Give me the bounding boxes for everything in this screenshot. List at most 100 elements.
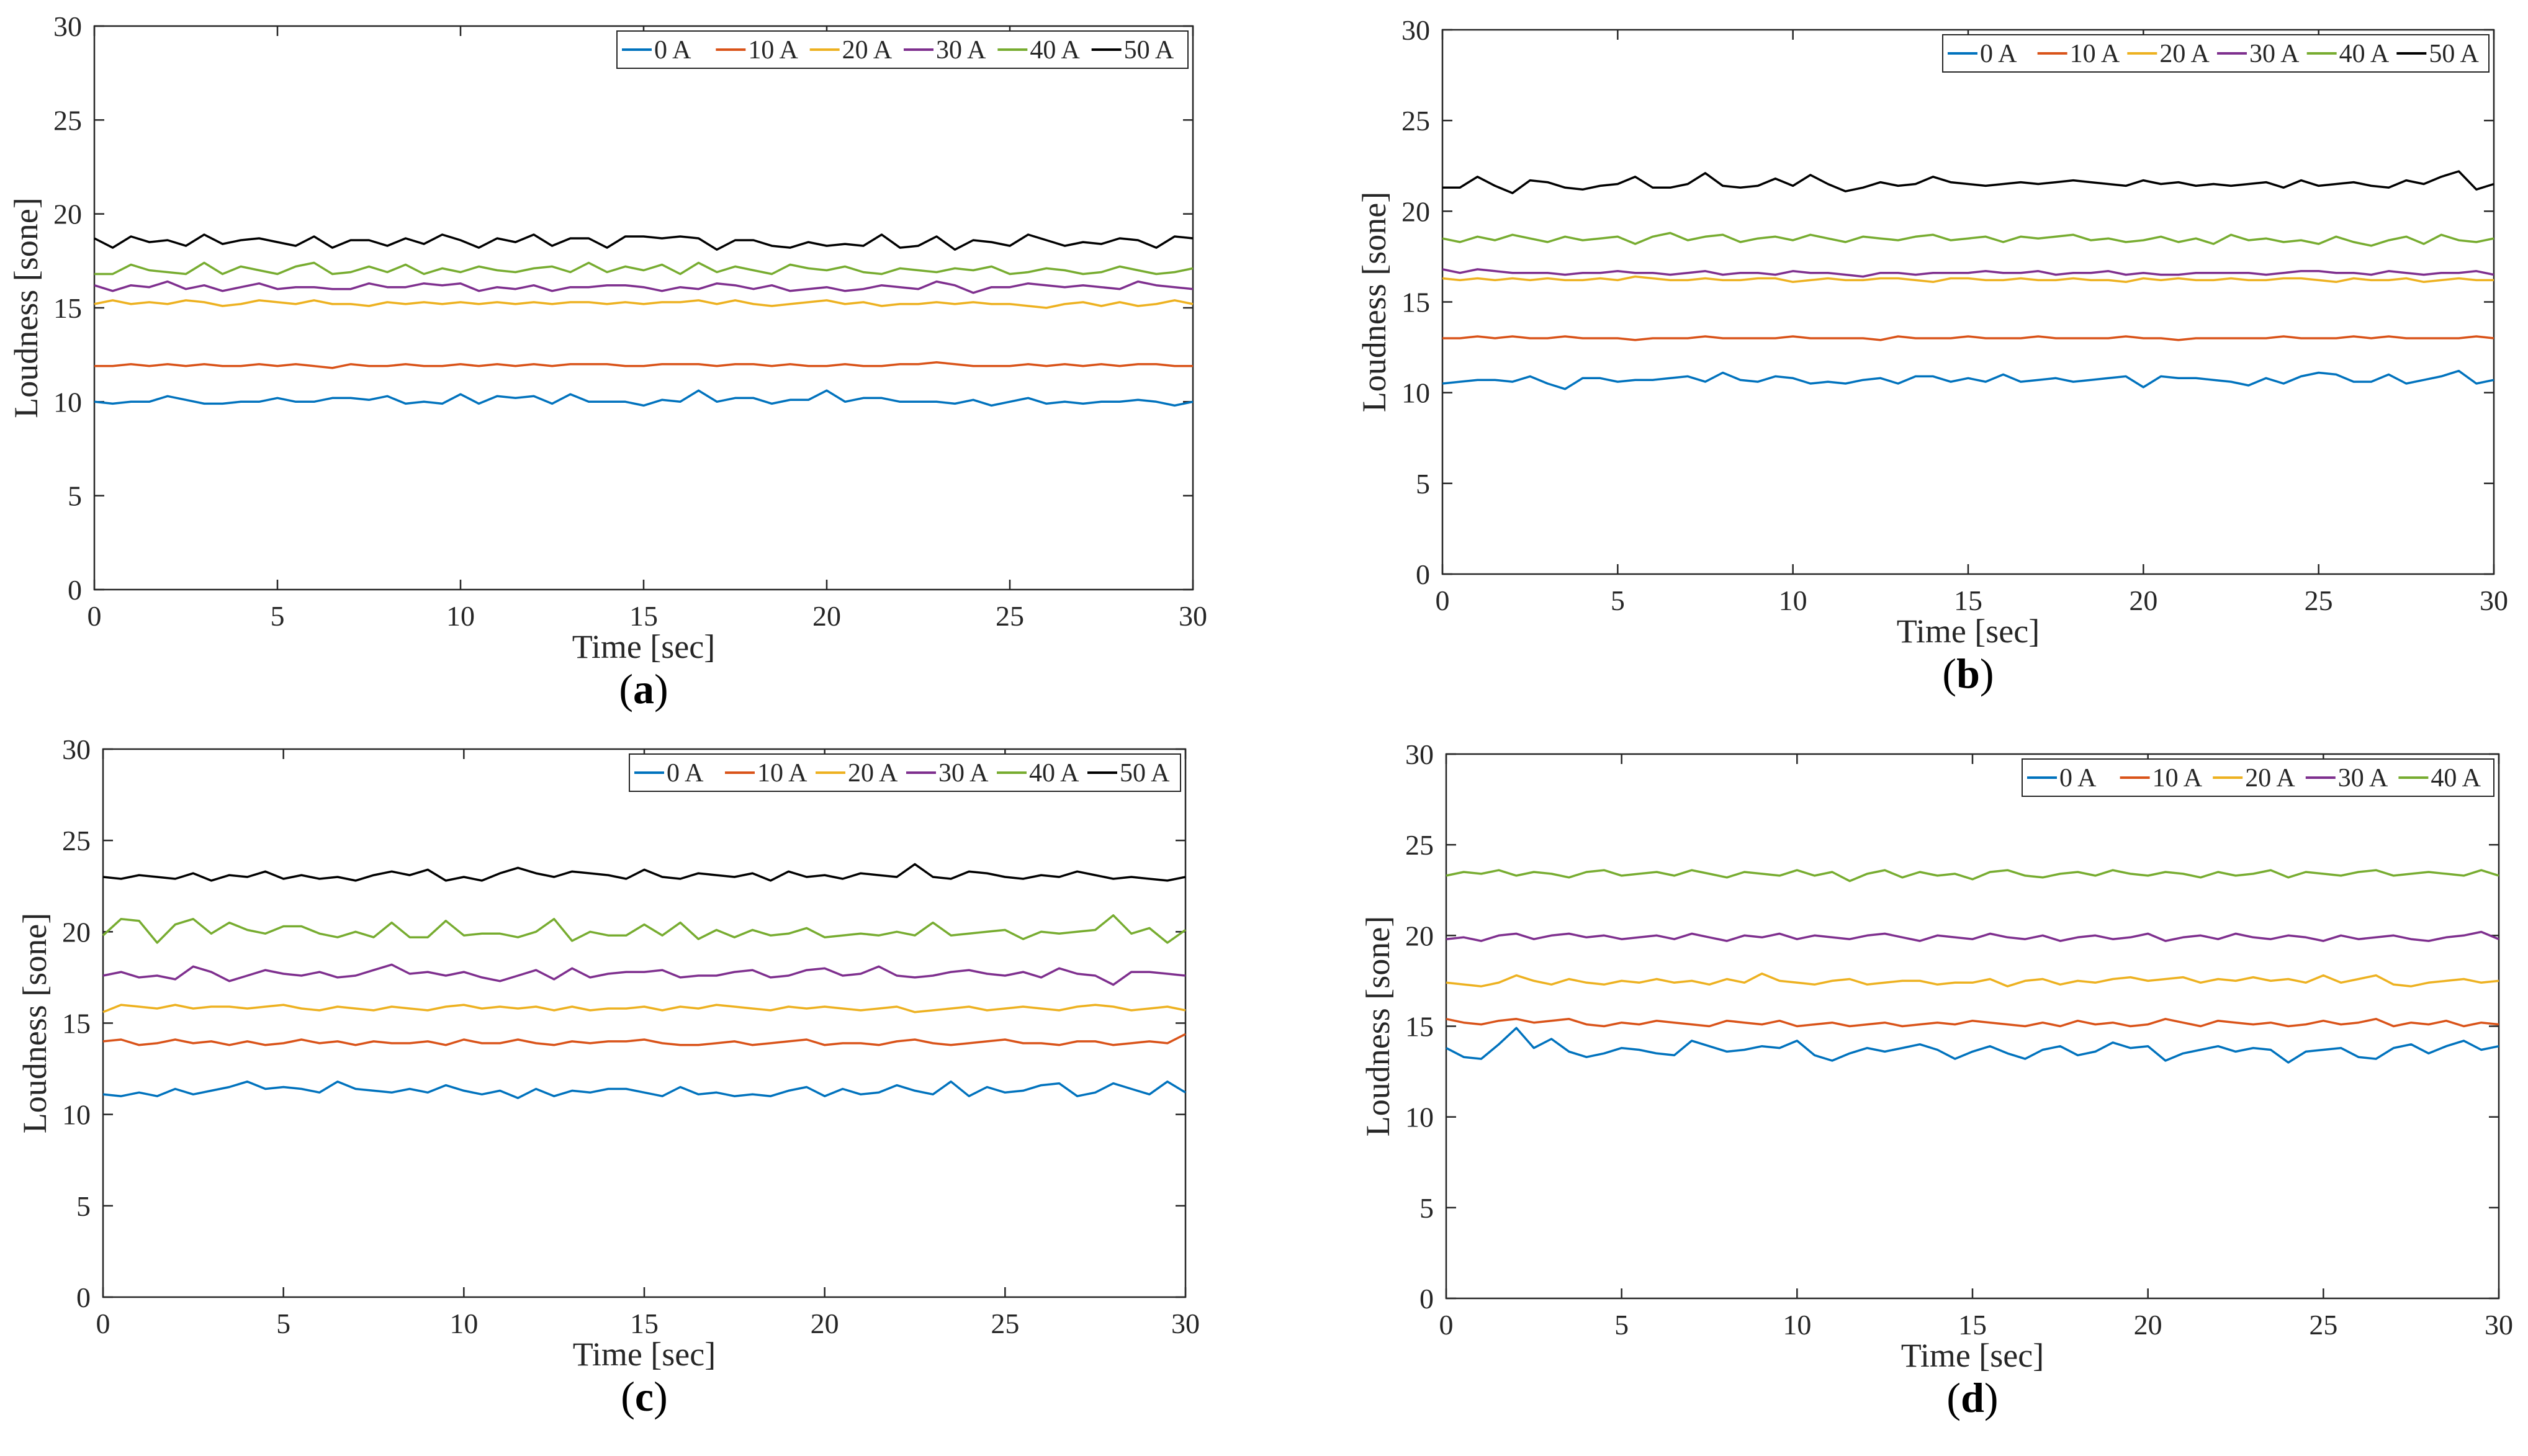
y-tick-label: 20 xyxy=(1401,195,1430,227)
y-tick-label: 10 xyxy=(1405,1102,1434,1133)
series-line-30a xyxy=(94,280,1194,294)
x-tick-label: 20 xyxy=(2129,585,2157,616)
plot-area-frame xyxy=(1445,753,2500,1300)
series-line-0a xyxy=(1442,369,2494,390)
legend-entry-label: 50 A xyxy=(1124,36,1174,65)
series-line-40a xyxy=(1442,231,2494,247)
series-line-30a xyxy=(1442,268,2494,278)
caption-open-paren: ( xyxy=(1942,650,1956,697)
plot-area-frame xyxy=(102,748,1187,1298)
y-axis-label: Loudness [sone] xyxy=(1359,916,1397,1136)
series-line-10a xyxy=(1446,1018,2499,1028)
caption-letter: c xyxy=(635,1373,654,1420)
legend-entry-label: 10 A xyxy=(2070,40,2120,68)
caption-letter: d xyxy=(1961,1374,1984,1421)
y-tick-label: 15 xyxy=(1405,1011,1434,1043)
legend: 0 A 10 A 20 A 30 A 40 A xyxy=(2022,758,2494,797)
series-line-10a xyxy=(94,361,1193,369)
x-tick-label: 30 xyxy=(2480,585,2508,616)
legend-entry-label: 50 A xyxy=(1120,759,1170,788)
legend-entry-label: 50 A xyxy=(2429,40,2479,68)
x-tick-label: 20 xyxy=(2134,1309,2162,1341)
y-tick-label: 0 xyxy=(68,574,82,606)
x-axis-label: Time [sec] xyxy=(1897,613,2040,650)
series-line-50a xyxy=(1442,170,2494,194)
series-line-50a xyxy=(94,233,1194,251)
x-axis-label: Time [sec] xyxy=(573,1336,716,1373)
panel-caption: (b) xyxy=(1942,650,1994,697)
series-line-30a xyxy=(1446,930,2499,942)
y-tick-label: 5 xyxy=(76,1190,91,1222)
caption-open-paren: ( xyxy=(619,665,633,712)
y-tick-label: 0 xyxy=(76,1282,91,1313)
x-tick-label: 15 xyxy=(1958,1309,1987,1341)
legend: 0 A 10 A 20 A 30 A 40 A 50 A xyxy=(629,753,1181,792)
legend-entry-label: 10 A xyxy=(748,36,798,65)
chart-panel-a: 0 5 10 15 20 25 30 0 5 10 15 20 25 30 Time [sec] Loudne… xyxy=(7,11,1207,712)
caption-letter: b xyxy=(1956,650,1980,697)
y-tick-label: 20 xyxy=(1405,920,1434,951)
y-tick-label: 15 xyxy=(62,1008,91,1040)
y-tick-label: 15 xyxy=(1401,287,1430,318)
y-axis-label: Loudness [sone] xyxy=(1356,192,1393,412)
series-line-40a xyxy=(1446,869,2499,883)
caption-close-paren: ) xyxy=(1984,1374,1999,1421)
y-tick-label: 25 xyxy=(53,104,82,136)
y-tick-label: 20 xyxy=(62,916,91,948)
panel-caption: (d) xyxy=(1946,1374,1998,1421)
x-tick-label: 25 xyxy=(996,600,1024,632)
caption-close-paren: ) xyxy=(1980,650,1994,697)
x-tick-label: 30 xyxy=(1179,600,1207,632)
y-tick-label: 30 xyxy=(1405,739,1434,770)
caption-open-paren: ( xyxy=(621,1373,635,1420)
x-tick-label: 0 xyxy=(1436,585,1450,616)
series-line-20a xyxy=(1442,275,2494,284)
y-tick-label: 30 xyxy=(1401,14,1430,46)
x-tick-label: 30 xyxy=(1171,1308,1200,1339)
y-tick-label: 10 xyxy=(53,386,82,418)
y-tick-label: 30 xyxy=(53,11,82,42)
chart-panel-b: 0 5 10 15 20 25 30 0 5 10 15 20 25 30 Time [sec] Loudne… xyxy=(1356,14,2508,697)
legend-entry-label: 30 A xyxy=(2338,764,2388,793)
x-tick-label: 10 xyxy=(449,1308,478,1339)
x-tick-label: 20 xyxy=(811,1308,839,1339)
legend-entry-label: 40 A xyxy=(1029,759,1079,788)
x-tick-label: 25 xyxy=(2305,585,2333,616)
legend-entry-label: 40 A xyxy=(2339,40,2390,68)
y-tick-label: 25 xyxy=(1401,105,1430,137)
series-line-40a xyxy=(94,261,1194,276)
series-line-40a xyxy=(102,914,1187,944)
x-tick-label: 5 xyxy=(276,1308,290,1339)
x-tick-label: 5 xyxy=(271,600,285,632)
x-tick-label: 25 xyxy=(991,1308,1019,1339)
y-tick-label: 25 xyxy=(62,825,91,856)
legend-entry-label: 20 A xyxy=(2245,764,2295,793)
y-axis-label: Loudness [sone] xyxy=(7,197,45,418)
y-tick-label: 10 xyxy=(62,1099,91,1131)
legend-entry-label: 10 A xyxy=(757,759,807,788)
caption-letter: a xyxy=(633,665,654,712)
y-tick-label: 5 xyxy=(68,480,82,512)
caption-close-paren: ) xyxy=(654,665,668,712)
y-tick-label: 10 xyxy=(1401,377,1430,409)
legend-entry-label: 30 A xyxy=(938,759,989,788)
y-tick-label: 15 xyxy=(53,292,82,324)
y-tick-label: 30 xyxy=(62,734,91,765)
x-tick-label: 20 xyxy=(812,600,841,632)
legend-entry-label: 0 A xyxy=(667,759,704,788)
series-line-20a xyxy=(102,1004,1186,1013)
x-tick-label: 10 xyxy=(1779,585,1807,616)
x-tick-label: 0 xyxy=(1439,1309,1454,1341)
legend-entry-label: 0 A xyxy=(1980,40,2017,68)
x-tick-label: 10 xyxy=(1783,1309,1811,1341)
x-tick-label: 0 xyxy=(96,1308,110,1339)
legend-entry-label: 30 A xyxy=(2249,40,2300,68)
chart-panel-d: 0 5 10 15 20 25 30 0 5 10 15 20 25 30 Time [sec] Loudne… xyxy=(1359,739,2513,1421)
x-tick-label: 10 xyxy=(446,600,475,632)
legend: 0 A 10 A 20 A 30 A 40 A 50 A xyxy=(616,30,1189,69)
legend-entry-label: 0 A xyxy=(654,36,691,65)
legend-entry-label: 40 A xyxy=(1030,36,1080,65)
x-tick-label: 0 xyxy=(88,600,102,632)
x-tick-label: 30 xyxy=(2485,1309,2513,1341)
